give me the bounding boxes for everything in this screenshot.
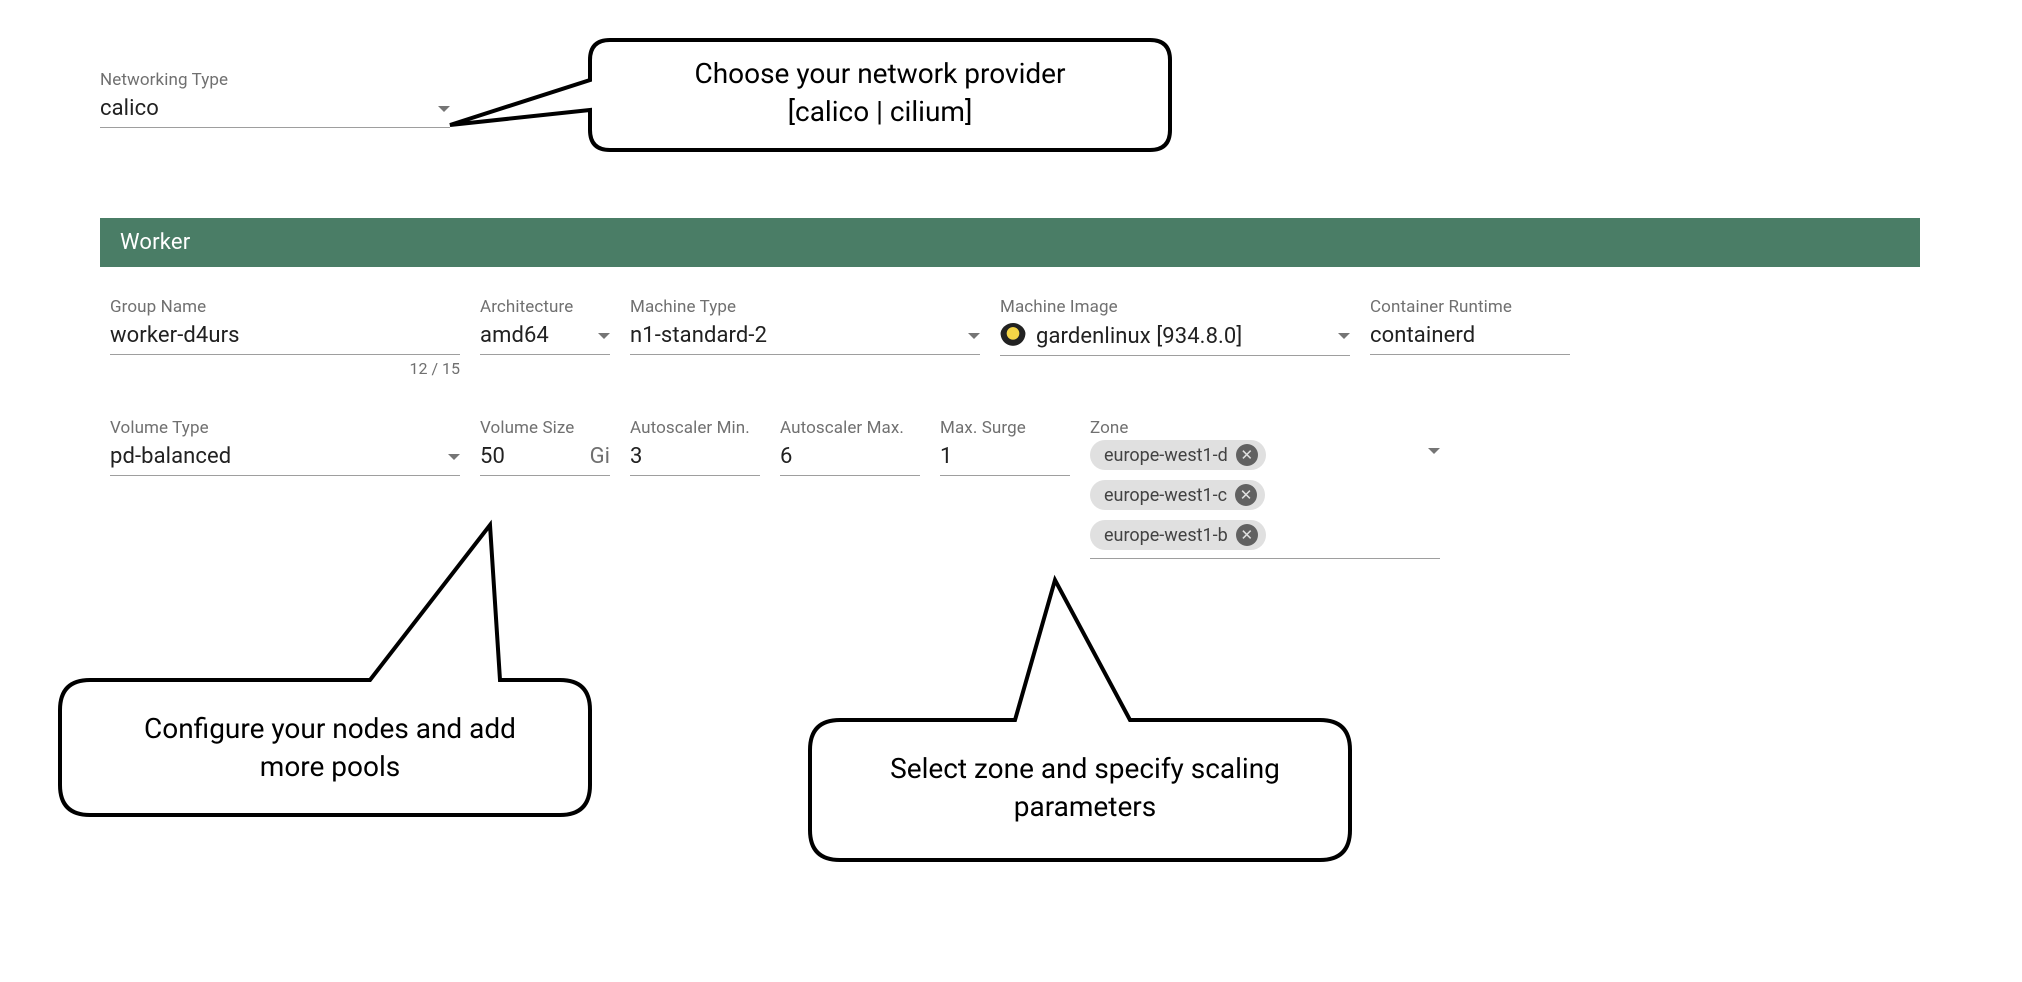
autoscaler-min-field: Autoscaler Min. 3 [630,418,760,476]
zone-chip-label: europe-west1-c [1104,485,1227,506]
volume-size-label: Volume Size [480,418,610,438]
volume-type-select[interactable]: pd-balanced [110,440,460,476]
chevron-down-icon [448,454,460,460]
autoscaler-max-input[interactable]: 6 [780,440,920,476]
machine-type-label: Machine Type [630,297,980,317]
architecture-label: Architecture [480,297,610,317]
machine-image-field: Machine Image gardenlinux [934.8.0] [1000,297,1350,356]
container-runtime-select[interactable]: containerd [1370,319,1570,355]
close-icon[interactable]: ✕ [1236,524,1258,546]
chevron-down-icon [1338,333,1350,339]
volume-size-input[interactable]: 50 Gi [480,440,610,476]
autoscaler-min-input[interactable]: 3 [630,440,760,476]
volume-type-value: pd-balanced [110,444,231,469]
max-surge-label: Max. Surge [940,418,1070,438]
autoscaler-min-label: Autoscaler Min. [630,418,760,438]
architecture-value: amd64 [480,323,549,348]
callout-zones-line2: parameters [850,788,1320,826]
autoscaler-max-field: Autoscaler Max. 6 [780,418,920,476]
container-runtime-label: Container Runtime [1370,297,1570,317]
callout-network-line2: [calico | cilium] [600,93,1160,131]
machine-image-label: Machine Image [1000,297,1350,317]
group-name-counter: 12 / 15 [110,359,460,378]
chevron-down-icon [438,106,450,112]
close-icon[interactable]: ✕ [1236,444,1258,466]
architecture-field: Architecture amd64 [480,297,610,355]
max-surge-field: Max. Surge 1 [940,418,1070,476]
networking-type-label: Networking Type [100,70,450,90]
penguin-icon [1000,323,1026,349]
group-name-input[interactable]: worker-d4urs [110,319,460,355]
zone-chip: europe-west1-d ✕ [1090,440,1266,470]
chevron-down-icon [598,333,610,339]
callout-nodes: Configure your nodes and add more pools [60,525,590,819]
group-name-value: worker-d4urs [110,323,240,348]
networking-type-value: calico [100,96,159,121]
volume-size-value: 50 [480,444,505,469]
worker-section-header: Worker [100,218,1920,267]
architecture-select[interactable]: amd64 [480,319,610,355]
callout-nodes-line2: more pools [100,748,560,786]
worker-row-1: Group Name worker-d4urs 12 / 15 Architec… [100,267,1920,378]
zone-chip-label: europe-west1-d [1104,445,1228,466]
machine-type-select[interactable]: n1-standard-2 [630,319,980,355]
chevron-down-icon [968,333,980,339]
volume-type-label: Volume Type [110,418,460,438]
container-runtime-value: containerd [1370,323,1475,348]
zone-chips-container: europe-west1-d✕europe-west1-c✕europe-wes… [1090,440,1266,560]
volume-size-field: Volume Size 50 Gi [480,418,610,476]
volume-size-suffix: Gi [590,444,610,469]
callout-zones-line1: Select zone and specify scaling [850,750,1320,788]
callout-zones: Select zone and specify scaling paramete… [810,580,1350,864]
zone-label: Zone [1090,418,1440,438]
container-runtime-field: Container Runtime containerd [1370,297,1570,355]
max-surge-input[interactable]: 1 [940,440,1070,476]
callout-nodes-line1: Configure your nodes and add [100,710,560,748]
volume-type-field: Volume Type pd-balanced [110,418,460,476]
autoscaler-max-value: 6 [780,444,792,469]
networking-type-field: Networking Type calico [100,70,450,128]
max-surge-value: 1 [940,444,952,469]
zone-chip-label: europe-west1-b [1104,525,1228,546]
networking-type-select[interactable]: calico [100,92,450,128]
chevron-down-icon[interactable] [1428,448,1440,454]
machine-type-field: Machine Type n1-standard-2 [630,297,980,355]
callout-network-line1: Choose your network provider [600,55,1160,93]
group-name-field: Group Name worker-d4urs 12 / 15 [110,297,460,378]
machine-image-select[interactable]: gardenlinux [934.8.0] [1000,319,1350,356]
autoscaler-max-label: Autoscaler Max. [780,418,920,438]
callout-network: Choose your network provider [calico | c… [450,30,1170,164]
machine-type-value: n1-standard-2 [630,323,767,348]
group-name-label: Group Name [110,297,460,317]
zone-chip: europe-west1-c ✕ [1090,480,1265,510]
close-icon[interactable]: ✕ [1235,484,1257,506]
machine-image-value: gardenlinux [934.8.0] [1036,324,1242,349]
autoscaler-min-value: 3 [630,444,642,469]
zone-chip: europe-west1-b ✕ [1090,520,1266,550]
zone-field: Zone europe-west1-d✕europe-west1-c✕europ… [1090,418,1440,559]
